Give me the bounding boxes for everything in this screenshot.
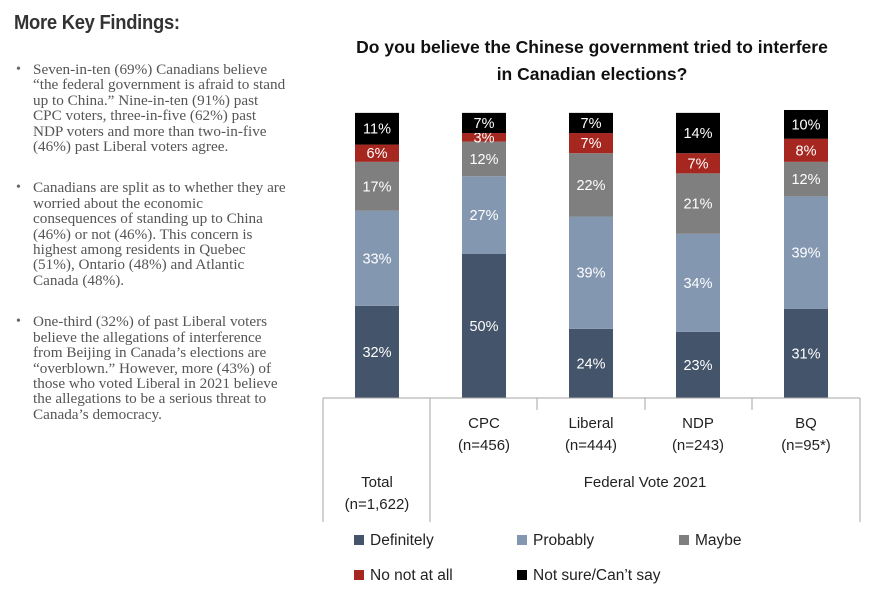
bar-segment (569, 216, 613, 329)
bar-segment (784, 196, 828, 309)
legend-label: Definitely (370, 532, 434, 549)
category-label: Total (361, 474, 393, 491)
bar-segment (569, 153, 613, 217)
data-label: 7% (688, 156, 709, 172)
bar-segment (462, 141, 506, 177)
category-label: BQ (795, 415, 817, 432)
legend-label: No not at all (370, 567, 453, 584)
category-n-label: (n=1,622) (345, 496, 410, 513)
bar-segment (676, 331, 720, 398)
bar-segment (355, 305, 399, 398)
category-label: CPC (468, 415, 500, 432)
chart-title: Do you believe the Chinese government tr… (356, 37, 828, 84)
data-label: 34% (683, 276, 712, 292)
data-label: 7% (581, 136, 602, 152)
category-n-label: (n=243) (672, 437, 724, 454)
bar-segment (676, 112, 720, 154)
data-label: 22% (576, 178, 605, 194)
data-label: 32% (362, 345, 391, 361)
category-label: Liberal (568, 415, 613, 432)
bar-segment (569, 133, 613, 154)
findings-list: Seven-in-ten (69%) Canadians believe “th… (14, 62, 286, 448)
data-label: 3% (474, 130, 495, 146)
data-label: 6% (367, 146, 388, 162)
bar-segment (676, 233, 720, 332)
data-label: 39% (791, 246, 820, 262)
data-label: 21% (683, 197, 712, 213)
data-label: 39% (576, 266, 605, 282)
legend-swatch (517, 535, 527, 545)
category-n-label: (n=95*) (781, 437, 831, 454)
legend-label: Maybe (695, 532, 742, 549)
finding-bullet: One-third (32%) of past Liberal voters b… (14, 314, 286, 422)
bar-segment (569, 112, 613, 134)
legend-swatch (517, 570, 527, 580)
category-label: NDP (682, 415, 714, 432)
bar-segment (355, 112, 399, 145)
data-label: 23% (683, 358, 712, 374)
bar-segment (462, 176, 506, 254)
data-label: 7% (581, 116, 602, 132)
legend-label: Not sure/Can’t say (533, 567, 661, 584)
legend-swatch (354, 570, 364, 580)
data-label: 27% (469, 208, 498, 224)
category-n-label: (n=444) (565, 437, 617, 454)
data-label: 12% (791, 172, 820, 188)
bar-segment (355, 210, 399, 306)
data-label: 7% (474, 116, 495, 132)
finding-bullet: Seven-in-ten (69%) Canadians believe “th… (14, 62, 286, 155)
data-label: 24% (576, 356, 605, 372)
bar-segment (462, 254, 506, 398)
bar-segment (784, 161, 828, 197)
data-label: 10% (791, 117, 820, 133)
category-n-label: (n=456) (458, 437, 510, 454)
bar-segment (462, 112, 506, 134)
bar-segment (676, 153, 720, 174)
findings-heading: More Key Findings: (14, 12, 180, 34)
bar-segment (355, 161, 399, 211)
legend-swatch (354, 535, 364, 545)
data-label: 33% (362, 251, 391, 267)
data-label: 12% (469, 152, 498, 168)
legend-label: Probably (533, 532, 594, 549)
group-label: Federal Vote 2021 (584, 474, 707, 491)
bar-segment (462, 133, 506, 142)
data-label: 31% (791, 346, 820, 362)
data-label: 50% (469, 319, 498, 335)
bar-segment (355, 144, 399, 162)
bar-segment (784, 110, 828, 139)
data-label: 17% (362, 179, 391, 195)
bar-segment (784, 138, 828, 162)
data-label: 11% (363, 122, 391, 138)
data-label: 14% (683, 126, 712, 142)
legend-swatch (679, 535, 689, 545)
finding-bullet: Canadians are split as to whether they a… (14, 180, 286, 288)
bar-segment (676, 173, 720, 234)
bar-segment (569, 328, 613, 398)
bar-segment (784, 308, 828, 398)
data-label: 8% (796, 143, 817, 159)
